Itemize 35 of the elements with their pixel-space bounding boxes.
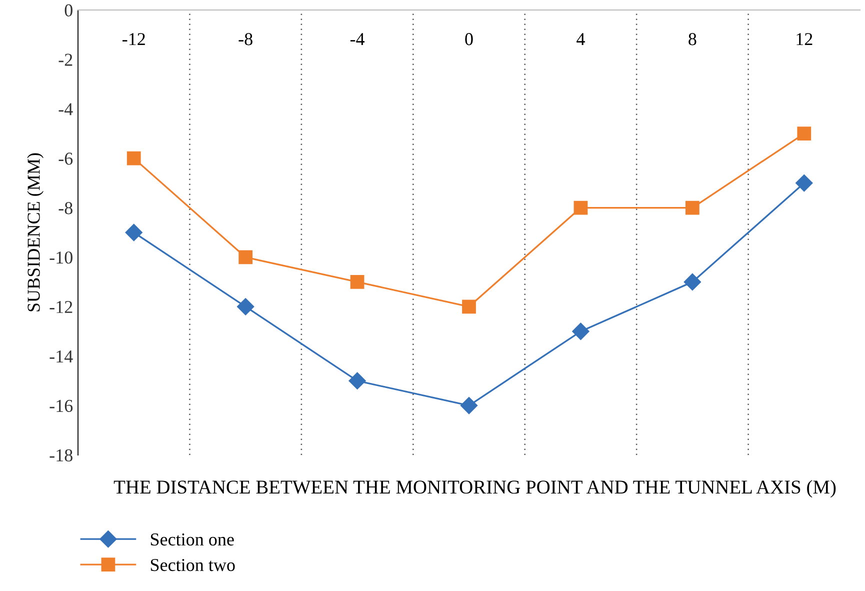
x-tick-label: 12 — [796, 33, 812, 46]
legend-label: Section two — [150, 558, 235, 572]
point — [237, 298, 254, 316]
point — [348, 372, 366, 390]
y-tick-label: -10 — [50, 251, 72, 264]
x-tick-label: -8 — [238, 33, 252, 46]
point — [685, 200, 700, 215]
y-tick-label: 0 — [64, 4, 72, 16]
y-tick-label: -18 — [50, 449, 72, 462]
point — [797, 126, 812, 141]
x-tick-label: -4 — [350, 33, 365, 46]
x-tick-label: 8 — [688, 33, 696, 46]
x-tick-label: -12 — [122, 33, 145, 46]
y-tick-label: -14 — [50, 350, 73, 362]
x-tick-label: 0 — [465, 33, 473, 46]
point — [126, 151, 141, 166]
y-tick-label: -4 — [58, 103, 73, 116]
point — [125, 224, 142, 242]
point — [796, 174, 813, 192]
point — [574, 200, 588, 215]
y-axis-title: SUBSIDENCE (MM) — [27, 153, 44, 312]
point — [460, 397, 478, 414]
y-tick-label: -2 — [58, 54, 72, 66]
x-tick-label: 4 — [576, 33, 585, 46]
point — [238, 250, 253, 264]
y-tick-label: -6 — [58, 152, 73, 165]
y-tick-label: -12 — [50, 300, 72, 313]
y-tick-label: -8 — [58, 202, 72, 214]
point — [572, 322, 590, 340]
legend-label: Section one — [150, 533, 234, 546]
point — [684, 273, 701, 290]
point — [462, 300, 476, 314]
point — [350, 275, 364, 289]
y-tick-label: -16 — [50, 400, 73, 412]
x-axis-title: THE DISTANCE BETWEEN THE MONITORING POINT AND THE TUNNEL AXIS (M) — [114, 480, 836, 498]
